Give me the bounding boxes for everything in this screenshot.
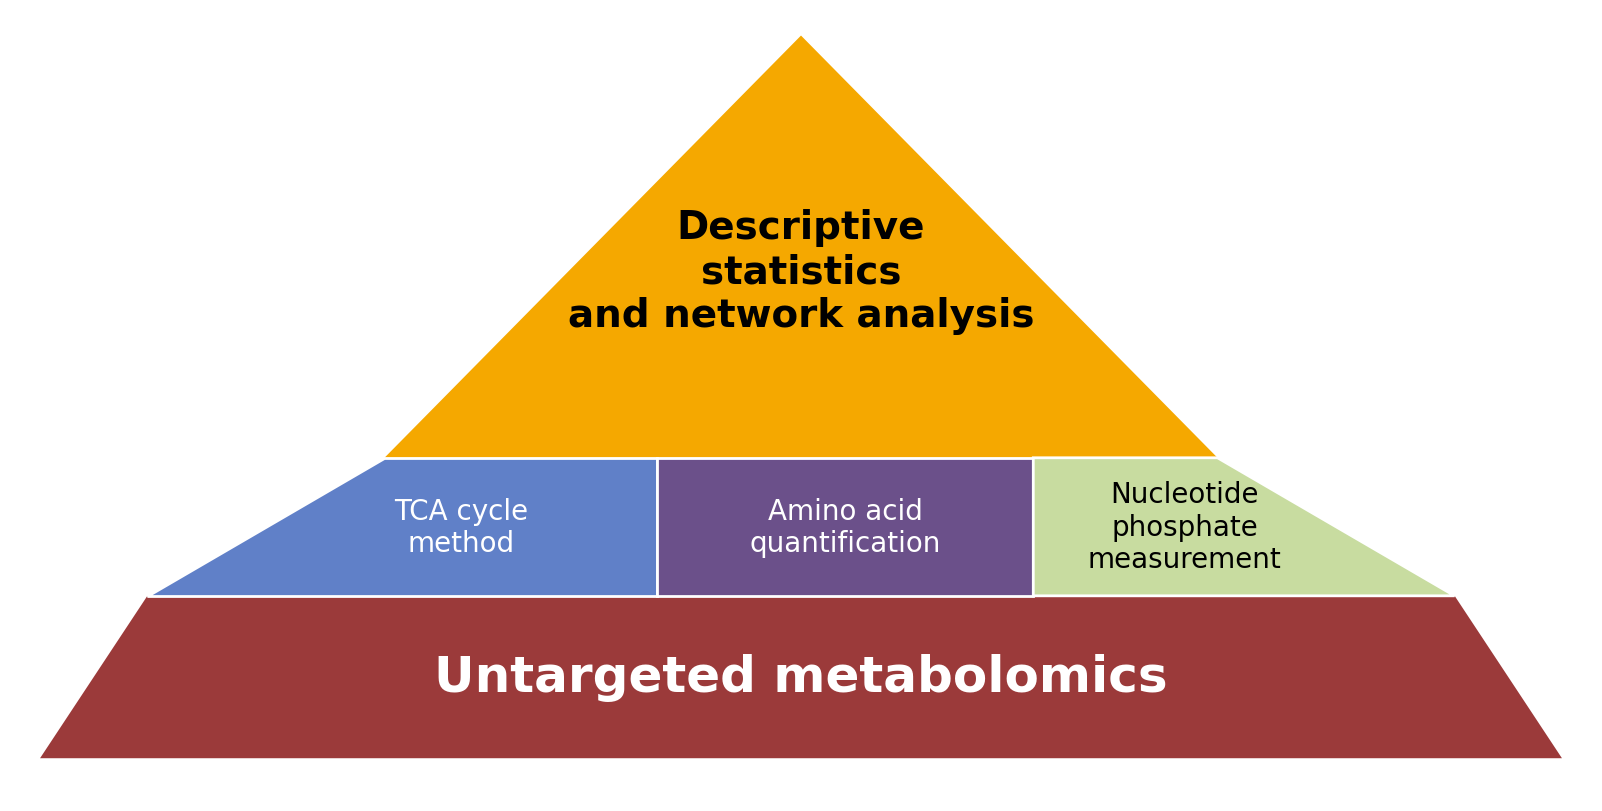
Text: Untargeted metabolomics: Untargeted metabolomics — [434, 653, 1168, 702]
Polygon shape — [147, 458, 657, 596]
Polygon shape — [1033, 458, 1455, 596]
Polygon shape — [384, 36, 1218, 458]
Text: Descriptive
statistics
and network analysis: Descriptive statistics and network analy… — [567, 208, 1035, 335]
Text: Amino acid
quantification: Amino acid quantification — [750, 497, 940, 557]
Text: Nucleotide
phosphate
measurement: Nucleotide phosphate measurement — [1088, 481, 1282, 573]
Text: TCA cycle
method: TCA cycle method — [394, 497, 529, 557]
Polygon shape — [40, 596, 1562, 758]
Polygon shape — [657, 458, 1033, 596]
